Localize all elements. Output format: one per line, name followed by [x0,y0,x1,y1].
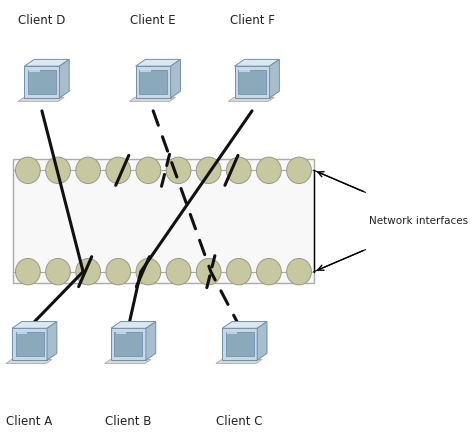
Text: Client A: Client A [7,415,53,428]
Circle shape [287,259,311,285]
Bar [29,69,40,72]
Polygon shape [6,359,52,363]
Polygon shape [270,59,279,98]
Bar [116,332,126,334]
Polygon shape [111,321,156,328]
Circle shape [227,157,251,183]
Bar [13,159,314,283]
Circle shape [136,157,161,183]
Bar [227,332,237,334]
Circle shape [16,259,40,285]
Polygon shape [12,321,57,328]
Text: Client E: Client E [130,14,176,27]
Polygon shape [222,321,267,328]
Circle shape [227,259,251,285]
Polygon shape [59,59,69,98]
Bar [226,332,254,356]
Bar [239,69,250,72]
Circle shape [106,259,131,285]
Circle shape [166,259,191,285]
Circle shape [136,259,161,285]
Bar [238,70,266,94]
Text: Client B: Client B [105,415,152,428]
Circle shape [287,157,311,183]
Text: Network interfaces: Network interfaces [370,216,469,226]
Text: Client C: Client C [217,415,263,428]
Circle shape [196,157,221,183]
Bar [235,66,270,98]
Circle shape [256,157,281,183]
Circle shape [256,259,281,285]
Bar [16,332,44,356]
Circle shape [16,157,40,183]
Polygon shape [105,359,151,363]
Polygon shape [235,59,279,66]
Bar [140,69,151,72]
Polygon shape [146,321,156,360]
Bar [17,332,27,334]
Polygon shape [216,359,262,363]
Bar [111,328,146,360]
Bar [24,66,59,98]
Text: Client D: Client D [18,14,65,27]
Bar [114,332,143,356]
Bar [136,66,171,98]
Circle shape [46,259,70,285]
Polygon shape [136,59,181,66]
Polygon shape [257,321,267,360]
Bar [12,328,47,360]
Text: Client F: Client F [229,14,274,27]
Bar [28,70,56,94]
Bar [222,328,257,360]
Circle shape [76,157,100,183]
Polygon shape [228,97,274,101]
Polygon shape [171,59,181,98]
Polygon shape [129,97,175,101]
Polygon shape [24,59,69,66]
Circle shape [106,157,131,183]
Polygon shape [47,321,57,360]
Circle shape [76,259,100,285]
Circle shape [166,157,191,183]
Circle shape [46,157,70,183]
Bar [139,70,167,94]
Circle shape [196,259,221,285]
Polygon shape [18,97,64,101]
